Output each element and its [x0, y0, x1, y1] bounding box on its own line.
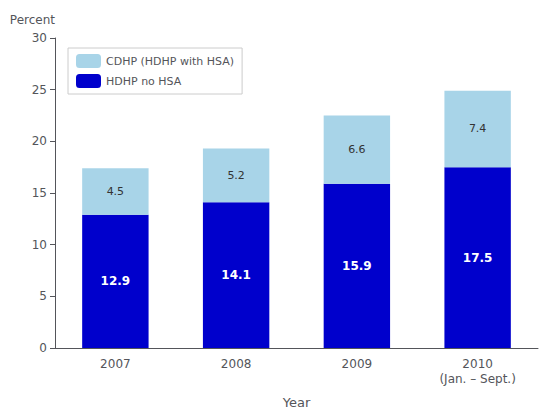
svg-text:19.4: 19.4	[224, 130, 249, 143]
svg-text:2007: 2007	[100, 357, 131, 371]
svg-text:17.5: 17.5	[103, 149, 128, 162]
svg-text:2008: 2008	[221, 357, 252, 371]
svg-text:7.4: 7.4	[469, 122, 487, 135]
svg-text:10: 10	[32, 238, 47, 252]
svg-text:0: 0	[39, 341, 47, 355]
svg-text:2010: 2010	[462, 357, 493, 371]
svg-text:30: 30	[32, 31, 47, 45]
svg-text:6.6: 6.6	[348, 143, 366, 156]
svg-text:15: 15	[32, 186, 47, 200]
svg-text:22.5: 22.5	[345, 98, 370, 111]
svg-text:CDHP (HDHP with HSA): CDHP (HDHP with HSA)	[106, 55, 234, 68]
svg-text:(Jan. – Sept.): (Jan. – Sept.)	[439, 372, 515, 386]
svg-text:Percent: Percent	[10, 13, 55, 27]
svg-text:20: 20	[32, 134, 47, 148]
svg-text:14.1: 14.1	[221, 268, 251, 282]
svg-text:24.9: 24.9	[465, 73, 490, 86]
svg-text:Year: Year	[282, 395, 311, 410]
svg-text:5: 5	[39, 289, 47, 303]
svg-text:4.5: 4.5	[107, 185, 125, 198]
svg-text:25: 25	[32, 83, 47, 97]
svg-text:17.5: 17.5	[463, 251, 493, 265]
svg-text:2009: 2009	[342, 357, 373, 371]
svg-text:15.9: 15.9	[342, 259, 372, 273]
svg-text:12.9: 12.9	[101, 274, 131, 288]
svg-text:5.2: 5.2	[227, 169, 245, 182]
svg-text:HDHP no HSA: HDHP no HSA	[106, 75, 182, 88]
